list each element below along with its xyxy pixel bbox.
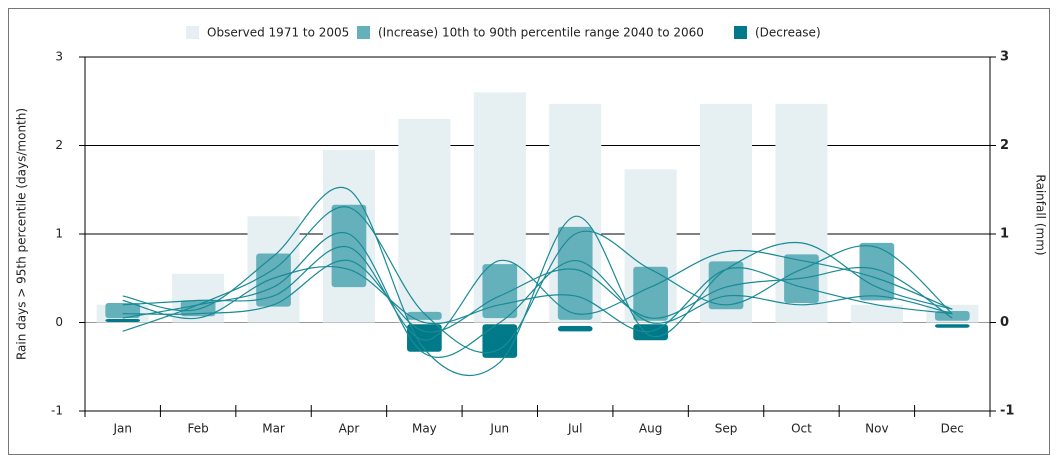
range-bar xyxy=(180,300,216,317)
legend: Observed 1971 to 2005 (Increase) 10th to … xyxy=(186,26,821,40)
frame xyxy=(8,8,1050,455)
legend-swatch xyxy=(734,26,747,39)
y-tick-label: -1 xyxy=(51,404,63,418)
x-tick-label: Nov xyxy=(865,422,888,436)
legend-swatch xyxy=(186,26,199,39)
range-bar xyxy=(934,324,970,328)
range-bar xyxy=(331,204,367,288)
model-line xyxy=(122,186,953,377)
x-tick-label: Apr xyxy=(339,422,360,436)
x-tick-label: Aug xyxy=(639,422,662,436)
observed-bar xyxy=(850,304,903,323)
x-tick-label: Feb xyxy=(188,422,209,436)
legend-label: (Decrease) xyxy=(755,26,821,40)
model-line xyxy=(122,206,953,354)
x-tick-label: Jul xyxy=(567,422,582,436)
range-bar xyxy=(934,310,970,321)
range-bar xyxy=(633,266,668,321)
legend-label: Observed 1971 to 2005 xyxy=(207,26,349,40)
model-line xyxy=(122,259,953,333)
model-line xyxy=(122,245,953,341)
observed-bar xyxy=(398,118,451,323)
y2-tick-label: 3 xyxy=(1000,50,1009,65)
x-tick-label: Mar xyxy=(262,422,285,436)
range-bar xyxy=(407,311,442,320)
model-line xyxy=(122,266,953,333)
legend-label: (Increase) 10th to 90th percentile range… xyxy=(378,26,704,40)
model-line xyxy=(122,231,953,359)
range-bar xyxy=(557,226,593,320)
y-tick-label: 3 xyxy=(55,50,63,64)
range-bar xyxy=(708,261,744,310)
range-bar xyxy=(482,264,518,319)
y-tick-label: 0 xyxy=(55,315,63,329)
y2-tick-label: 0 xyxy=(1000,315,1009,330)
y-axis-label: Rain days > 95th percentile (days/month) xyxy=(15,108,29,360)
x-tick-label: Oct xyxy=(791,422,812,436)
y2-axis-label: Rainfall (mm) xyxy=(1034,174,1048,255)
y2-tick-label: 2 xyxy=(1000,138,1009,153)
legend-swatch xyxy=(357,26,370,39)
range-bar xyxy=(859,242,895,301)
y2-tick-label: 1 xyxy=(1000,227,1009,242)
y2-tick-label: -1 xyxy=(1000,404,1014,419)
y-tick-label: 2 xyxy=(55,138,63,152)
x-tick-label: Jan xyxy=(112,422,132,436)
range-bar xyxy=(482,324,518,358)
x-tick-label: Jun xyxy=(489,422,509,436)
y-tick-label: 1 xyxy=(55,227,63,241)
range-bar xyxy=(557,326,593,332)
x-tick-label: Sep xyxy=(715,422,738,436)
range-bar xyxy=(256,253,291,307)
x-tick-label: Dec xyxy=(941,422,964,436)
x-tick-label: May xyxy=(412,422,437,436)
range-bar xyxy=(105,318,141,322)
